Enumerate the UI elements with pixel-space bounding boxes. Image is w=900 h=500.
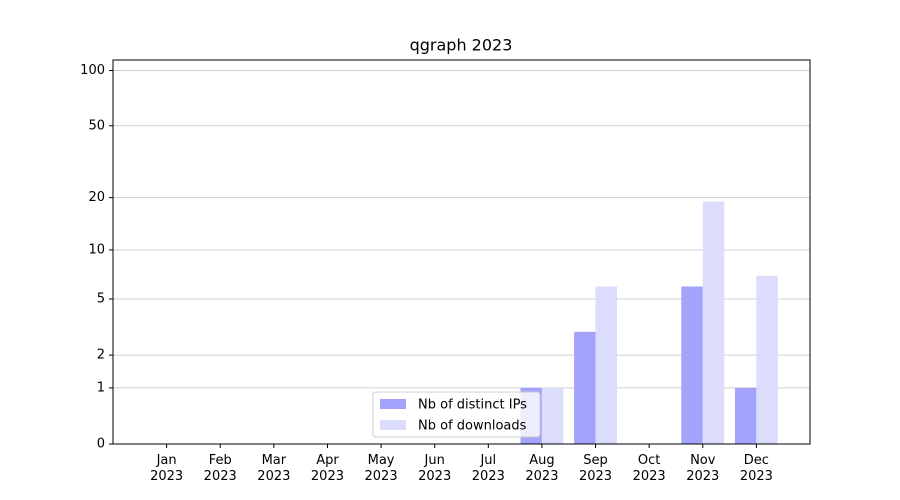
y-tick-label: 10	[88, 242, 105, 257]
legend-box	[372, 391, 541, 438]
y-tick-label: 1	[97, 380, 105, 395]
bar	[574, 331, 596, 444]
y-tick-label: 2	[97, 348, 105, 363]
y-tick-label: 50	[88, 118, 105, 133]
bar	[541, 387, 564, 444]
y-tick-label: 0	[97, 437, 105, 452]
x-tick-label: Sep 2023	[578, 453, 613, 484]
x-tick-label: Jun 2023	[418, 453, 452, 484]
bar	[681, 286, 703, 444]
chart-title: qgraph 2023	[410, 36, 513, 55]
plot-frame	[112, 59, 811, 445]
legend-swatch	[380, 420, 406, 430]
bar	[734, 387, 757, 444]
legend-label: Nb of distinct IPs	[418, 398, 527, 413]
legend-label: Nb of downloads	[418, 419, 527, 434]
x-tick-label: May 2023	[364, 453, 398, 484]
y-tick-label: 5	[97, 291, 105, 306]
bar	[756, 275, 778, 444]
x-tick-label: Nov 2023	[686, 453, 720, 484]
legend: Nb of distinct IPs Nb of downloads	[372, 391, 541, 438]
x-tick-label: Dec 2023	[739, 453, 773, 484]
x-tick-label: Feb 2023	[203, 453, 237, 484]
x-tick-label: Oct 2023	[632, 453, 666, 484]
x-tick-label: Apr 2023	[310, 453, 344, 484]
legend-swatch	[380, 399, 406, 409]
bar	[702, 201, 725, 444]
y-tick-label: 20	[88, 190, 105, 205]
bar	[595, 286, 617, 444]
x-tick-label: Aug 2023	[525, 453, 559, 484]
x-tick-label: Mar 2023	[257, 453, 291, 484]
x-tick-label: Jan 2023	[150, 453, 184, 484]
y-tick-label: 100	[80, 63, 105, 78]
x-tick-label: Jul 2023	[471, 453, 505, 484]
